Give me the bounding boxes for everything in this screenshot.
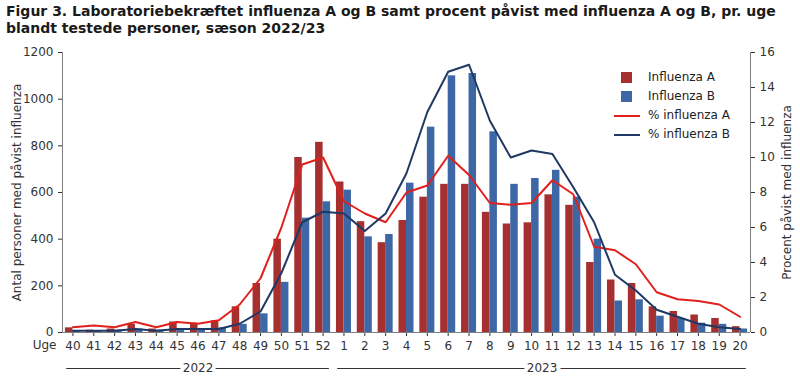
svg-text:6: 6 <box>444 339 452 353</box>
svg-text:40: 40 <box>65 339 80 353</box>
svg-text:18: 18 <box>691 339 706 353</box>
svg-text:14: 14 <box>760 80 775 94</box>
svg-text:15: 15 <box>628 339 643 353</box>
svg-text:4: 4 <box>403 339 411 353</box>
html-text:Figur 3. Laboratoriebekræftet: Figur 3. Laboratoriebekræftet influenza … <box>6 3 776 36</box>
svg-text:1200: 1200 <box>23 45 54 59</box>
svg-text:8: 8 <box>486 339 494 353</box>
svg-text:7: 7 <box>465 339 473 353</box>
svg-text:9: 9 <box>507 339 515 353</box>
svg-text:16: 16 <box>760 45 775 59</box>
svg-text:47: 47 <box>211 339 226 353</box>
svg-text:0: 0 <box>45 325 54 340</box>
svg-text:43: 43 <box>128 339 143 353</box>
svg-text:44: 44 <box>149 339 164 353</box>
svg-text:16: 16 <box>649 339 664 353</box>
svg-text:Antal personer med påvist infl: Antal personer med påvist influenza <box>10 84 24 302</box>
svg-text:51: 51 <box>295 339 310 353</box>
svg-text:2023: 2023 <box>527 361 558 375</box>
svg-text:10: 10 <box>524 339 539 353</box>
svg-text:50: 50 <box>274 339 289 353</box>
svg-text:12: 12 <box>566 339 581 353</box>
svg-text:52: 52 <box>315 339 330 353</box>
svg-text:10: 10 <box>760 150 775 164</box>
svg-text:800: 800 <box>31 139 54 153</box>
svg-text:5: 5 <box>424 339 432 353</box>
svg-text:13: 13 <box>586 339 601 353</box>
svg-text:17: 17 <box>670 339 685 353</box>
svg-text:1000: 1000 <box>23 92 54 106</box>
svg-text:1: 1 <box>340 339 348 353</box>
svg-text:45: 45 <box>170 339 185 353</box>
svg-text:12: 12 <box>760 115 775 129</box>
svg-text:0: 0 <box>760 325 768 339</box>
svg-text:11: 11 <box>545 339 560 353</box>
svg-text:2: 2 <box>361 339 369 353</box>
svg-text:14: 14 <box>607 339 622 353</box>
svg-text:49: 49 <box>253 339 268 353</box>
svg-text:400: 400 <box>31 232 54 246</box>
svg-text:2022: 2022 <box>183 361 214 375</box>
svg-text:42: 42 <box>107 339 122 353</box>
svg-text:Uge: Uge <box>33 338 57 352</box>
svg-text:19: 19 <box>712 339 727 353</box>
svg-text:Procent påvist med influenza: Procent påvist med influenza <box>780 105 794 280</box>
svg-text:3: 3 <box>382 339 390 353</box>
html-text:% influenza A: % influenza A <box>648 108 730 122</box>
svg-text:48: 48 <box>232 339 247 353</box>
svg-text:41: 41 <box>86 339 101 353</box>
svg-text:2: 2 <box>760 290 768 304</box>
svg-text:20: 20 <box>732 339 747 353</box>
svg-text:46: 46 <box>190 339 205 353</box>
svg-text:4: 4 <box>760 255 768 269</box>
html-text:Influenza A: Influenza A <box>648 70 715 84</box>
html-text:% influenza B: % influenza B <box>648 127 730 141</box>
svg-text:200: 200 <box>31 279 54 293</box>
svg-text:6: 6 <box>760 220 768 234</box>
html-text:Influenza B: Influenza B <box>648 89 715 103</box>
svg-text:8: 8 <box>760 185 768 199</box>
svg-text:600: 600 <box>31 185 54 199</box>
